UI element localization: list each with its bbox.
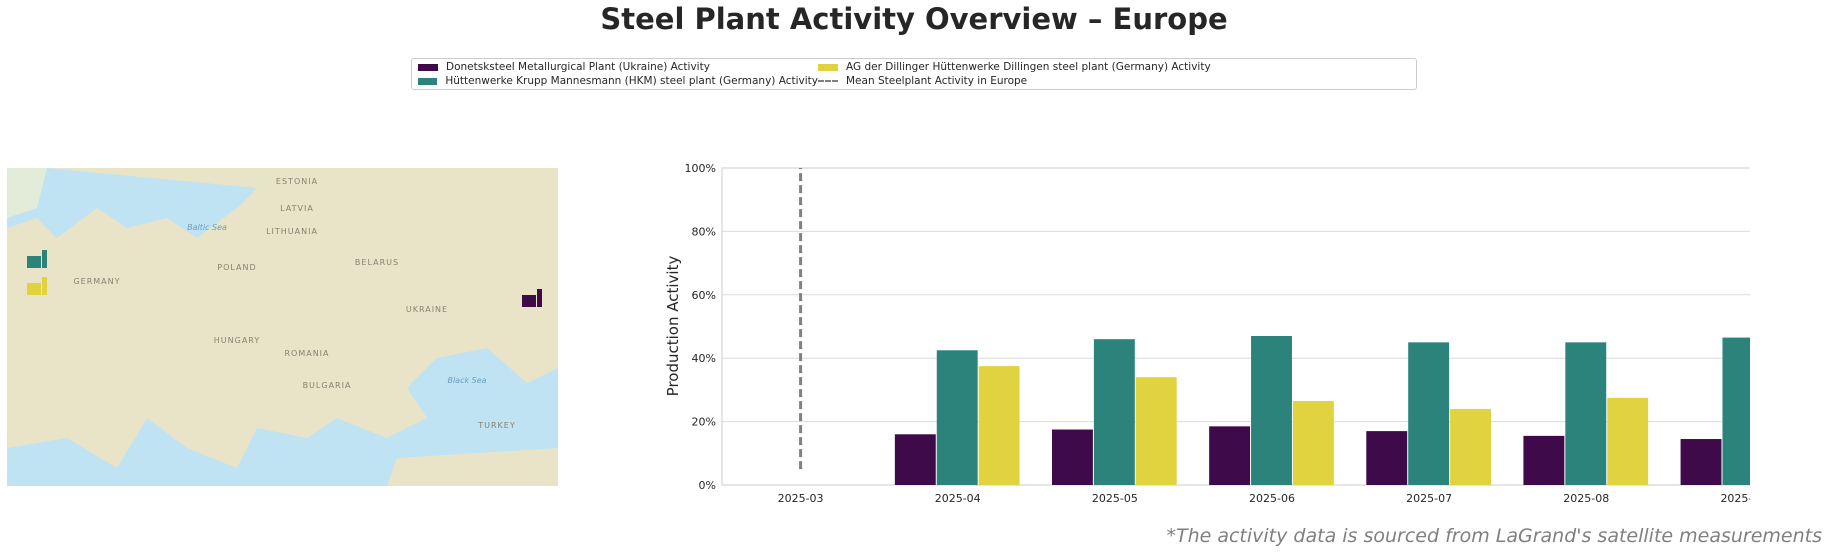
bar bbox=[1135, 377, 1177, 485]
legend-label: AG der Dillinger Hüttenwerke Dillingen s… bbox=[846, 61, 1211, 73]
x-tick-label: 2025-09 bbox=[1720, 492, 1750, 505]
bar bbox=[936, 350, 978, 485]
legend-item: Donetsksteel Metallurgical Plant (Ukrain… bbox=[418, 60, 818, 74]
bar bbox=[1523, 435, 1565, 485]
bar bbox=[1292, 400, 1334, 485]
legend-label: Mean Steelplant Activity in Europe bbox=[846, 75, 1028, 87]
x-tick-label: 2025-06 bbox=[1249, 492, 1295, 505]
chart-title: Steel Plant Activity Overview – Europe bbox=[600, 2, 1228, 36]
plant-icon bbox=[42, 250, 47, 268]
map-label: LATVIA bbox=[280, 204, 314, 213]
bar bbox=[1093, 339, 1135, 485]
bar bbox=[1680, 439, 1722, 485]
map-label: POLAND bbox=[217, 263, 256, 272]
legend-swatch bbox=[818, 63, 838, 71]
bar bbox=[1366, 431, 1408, 485]
legend-item: Mean Steelplant Activity in Europe bbox=[818, 74, 1213, 88]
y-axis-label: Production Activity bbox=[664, 256, 682, 397]
footnote: *The activity data is sourced from LaGra… bbox=[1166, 525, 1822, 547]
map-label: GERMANY bbox=[73, 277, 120, 286]
bar bbox=[978, 366, 1020, 485]
legend: Donetsksteel Metallurgical Plant (Ukrain… bbox=[411, 58, 1417, 90]
map-label: ESTONIA bbox=[276, 177, 318, 186]
map: ESTONIA LATVIA LITHUANIA BELARUS POLAND GERMA… bbox=[7, 168, 558, 486]
plant-icon bbox=[27, 256, 41, 268]
y-tick-label: 20% bbox=[692, 416, 716, 429]
legend-swatch bbox=[418, 63, 438, 71]
bar bbox=[1450, 408, 1491, 485]
bar bbox=[1408, 342, 1450, 485]
plant-icon bbox=[522, 295, 536, 307]
map-label: LITHUANIA bbox=[266, 227, 318, 236]
legend-item: Hüttenwerke Krupp Mannesmann (HKM) steel… bbox=[418, 74, 818, 88]
map-label: Baltic Sea bbox=[187, 223, 227, 232]
y-tick-label: 40% bbox=[692, 352, 716, 365]
bar bbox=[1052, 429, 1093, 485]
plant-icon bbox=[42, 277, 47, 295]
x-tick-label: 2025-08 bbox=[1563, 492, 1609, 505]
plant-icons bbox=[27, 250, 542, 307]
bar bbox=[1607, 397, 1649, 485]
legend-item: AG der Dillinger Hüttenwerke Dillingen s… bbox=[818, 60, 1213, 74]
y-tick-label: 100% bbox=[685, 162, 716, 175]
bar bbox=[1722, 337, 1750, 485]
legend-swatch bbox=[418, 77, 438, 85]
plant-icon bbox=[27, 283, 41, 295]
map-label: Black Sea bbox=[447, 376, 486, 385]
x-tick-label: 2025-07 bbox=[1406, 492, 1452, 505]
map-label: UKRAINE bbox=[406, 305, 448, 314]
map-label: TURKEY bbox=[477, 421, 516, 430]
y-tick-label: 0% bbox=[699, 479, 716, 492]
bar bbox=[1209, 426, 1251, 485]
map-label: BULGARIA bbox=[303, 381, 352, 390]
map-label: BELARUS bbox=[355, 258, 399, 267]
legend-swatch bbox=[818, 80, 838, 82]
bar bbox=[1251, 336, 1292, 485]
x-tick-label: 2025-04 bbox=[935, 492, 981, 505]
x-tick-label: 2025-05 bbox=[1092, 492, 1138, 505]
bar bbox=[1565, 342, 1607, 485]
y-tick-label: 80% bbox=[692, 225, 716, 238]
land bbox=[7, 168, 47, 218]
x-tick-label: 2025-03 bbox=[778, 492, 824, 505]
legend-label: Hüttenwerke Krupp Mannesmann (HKM) steel… bbox=[445, 75, 818, 87]
y-tick-label: 60% bbox=[692, 289, 716, 302]
chart: Production Activity 0% 20% 40% 60% 80% 100% 20… bbox=[664, 162, 1750, 505]
legend-label: Donetsksteel Metallurgical Plant (Ukrain… bbox=[446, 61, 710, 73]
land bbox=[7, 168, 558, 468]
map-label: HUNGARY bbox=[214, 336, 260, 345]
bar bbox=[894, 434, 936, 485]
plant-icon bbox=[537, 289, 542, 307]
map-label: ROMANIA bbox=[284, 349, 329, 358]
land bbox=[387, 448, 558, 486]
